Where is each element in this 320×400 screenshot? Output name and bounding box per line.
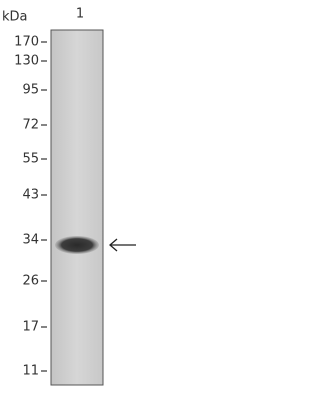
marker-label: 17 — [22, 320, 39, 335]
marker-label: 11 — [22, 364, 39, 379]
marker-label: 34 — [22, 233, 39, 248]
unit-label: kDa — [2, 10, 28, 25]
marker-label: 95 — [22, 83, 39, 98]
lane-label: 1 — [76, 7, 84, 22]
marker-label: 43 — [22, 188, 39, 203]
marker-ladder: 170 130 95 72 55 43 34 26 17 11 — [14, 35, 47, 379]
band — [55, 236, 99, 254]
marker-label: 130 — [14, 54, 39, 69]
marker-label: 170 — [14, 35, 39, 50]
lane — [50, 29, 104, 386]
arrow — [109, 238, 136, 252]
marker-label: 55 — [22, 152, 39, 167]
marker-label: 72 — [22, 118, 39, 133]
blot-figure: kDa 1 170 130 95 72 55 43 34 26 17 11 — [2, 7, 136, 386]
marker-label: 26 — [22, 274, 39, 289]
